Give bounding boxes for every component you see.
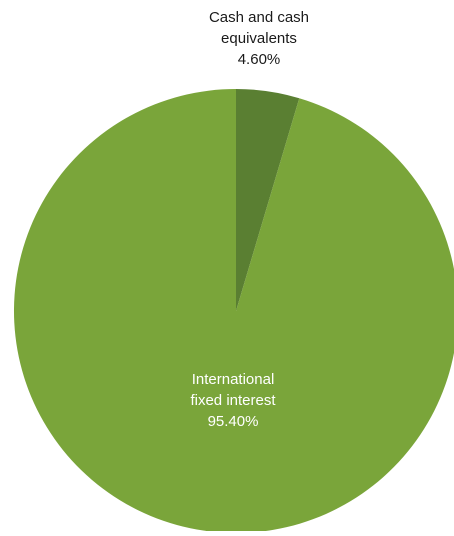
pie-slice-1 bbox=[14, 89, 454, 533]
slice-label-0: Cash and cash equivalents 4.60% bbox=[209, 9, 309, 68]
pie-slice-0 bbox=[236, 89, 300, 311]
slice-label-0-line-0: Cash and cash bbox=[209, 9, 309, 26]
slice-label-1: International fixed interest 95.40% bbox=[190, 371, 276, 430]
slice-label-1-line-1: fixed interest bbox=[190, 392, 276, 409]
slice-label-0-line-1: equivalents bbox=[221, 30, 297, 47]
slice-label-0-line-2: 4.60% bbox=[238, 51, 281, 68]
pie-labels: Cash and cash equivalents 4.60% Internation… bbox=[190, 9, 309, 430]
slice-label-1-line-2: 95.40% bbox=[208, 413, 259, 430]
slice-label-1-line-0: International bbox=[192, 371, 275, 388]
pie-slices bbox=[14, 89, 454, 533]
